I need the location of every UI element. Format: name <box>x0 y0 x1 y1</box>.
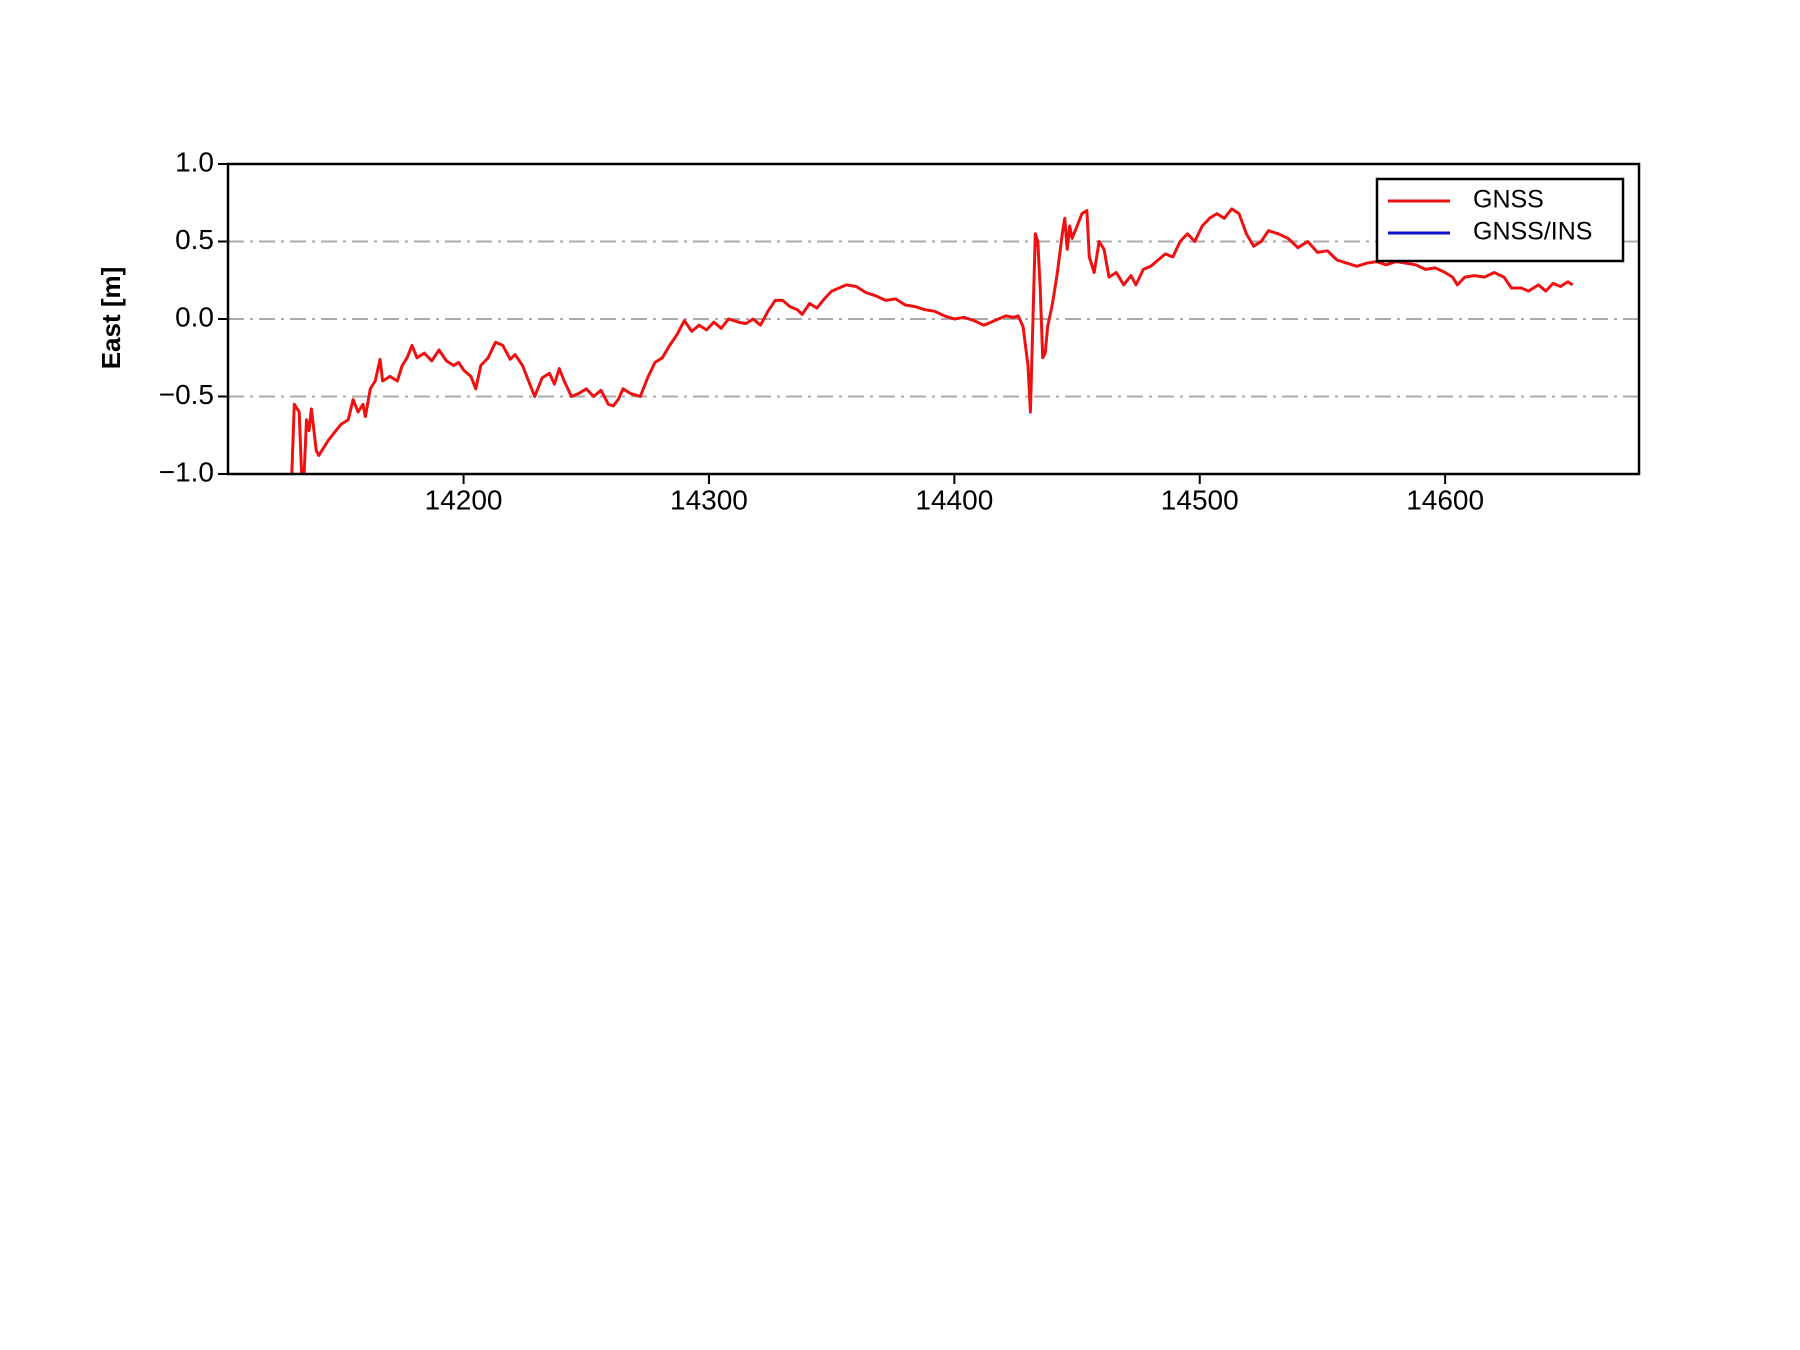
x-tick-label: 14200 <box>425 484 503 515</box>
data-line <box>290 207 1574 474</box>
legend-box <box>1375 177 1625 263</box>
y-axis-label: East [m] <box>96 267 126 370</box>
legend-label: GNSS/INS <box>1473 218 1592 246</box>
legend-label: GNSS <box>1473 186 1544 214</box>
x-tick-label: 14600 <box>1406 484 1484 515</box>
x-tick-label: 14300 <box>670 484 748 515</box>
plot-frame <box>226 162 1641 476</box>
y-tick-label: −0.5 <box>159 379 214 410</box>
y-tick-label: 0.5 <box>175 224 214 255</box>
x-tick-label: 14400 <box>915 484 993 515</box>
y-tick-label: −1.0 <box>159 456 214 487</box>
y-tick-label: 0.0 <box>175 301 214 332</box>
x-tick-label: 14500 <box>1161 484 1239 515</box>
y-tick-label: 1.0 <box>175 146 214 177</box>
